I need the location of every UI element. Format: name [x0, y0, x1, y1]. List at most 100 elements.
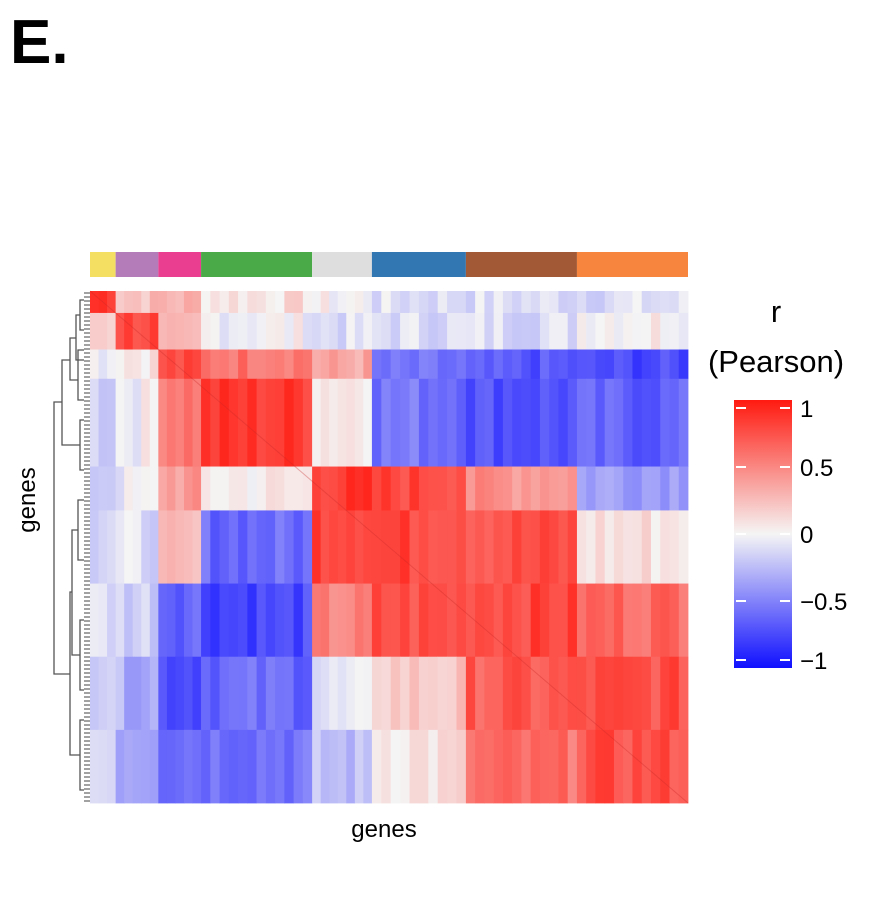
heatmap-cell — [576, 312, 587, 350]
heatmap-cell — [512, 291, 522, 314]
heatmap-cell — [418, 466, 429, 511]
heatmap-cell — [354, 291, 364, 314]
heatmap-cell — [409, 378, 420, 467]
heatmap-cell — [183, 349, 193, 380]
legend-tick-label: 1 — [800, 396, 813, 423]
heatmap-cell — [192, 349, 202, 380]
heatmap-cell — [149, 583, 159, 658]
heatmap-cell — [115, 349, 125, 380]
panel-label: E. — [10, 8, 69, 77]
heatmap-cell — [567, 466, 578, 511]
cluster-bar-segment-5 — [312, 252, 372, 277]
heatmap-cell — [166, 291, 176, 314]
heatmap-cell — [158, 729, 168, 804]
heatmap-cell — [166, 583, 176, 658]
heatmap-cell — [484, 378, 495, 467]
heatmap-cell — [632, 291, 643, 314]
heatmap-cell — [210, 510, 220, 584]
heatmap-cell — [192, 291, 202, 314]
heatmap-cell — [613, 656, 624, 731]
heatmap-cell — [539, 378, 550, 467]
heatmap-cell — [456, 312, 467, 350]
heatmap-cell — [329, 656, 339, 731]
heatmap-cell — [247, 466, 257, 511]
heatmap-cell — [456, 378, 467, 467]
heatmap-cell — [312, 583, 322, 658]
heatmap-cell — [632, 312, 643, 350]
heatmap-cell — [265, 312, 276, 350]
heatmap-cell — [390, 349, 401, 380]
heatmap-cell — [354, 510, 364, 584]
heatmap-cell — [302, 466, 313, 511]
heatmap-cell — [346, 466, 356, 511]
heatmap-cell — [238, 510, 248, 584]
heatmap-cell — [201, 349, 211, 380]
heatmap-cell — [641, 583, 652, 658]
heatmap-cell — [381, 583, 392, 658]
heatmap-cell — [428, 312, 439, 350]
heatmap-cell — [530, 729, 541, 804]
heatmap-cell — [512, 349, 522, 380]
heatmap-cell — [632, 510, 643, 584]
heatmap-cell — [346, 583, 356, 658]
heatmap-cell — [418, 729, 429, 804]
heatmap-cell — [586, 312, 596, 350]
heatmap-cell — [586, 349, 596, 380]
heatmap-cell — [567, 291, 578, 314]
heatmap-cell — [98, 312, 108, 350]
heatmap-cell — [567, 656, 578, 731]
heatmap-cell — [512, 729, 522, 804]
heatmap-cell — [183, 583, 193, 658]
heatmap-cell — [141, 729, 151, 804]
heatmap-cell — [238, 583, 248, 658]
heatmap-cell — [390, 291, 401, 314]
heatmap-cell — [183, 510, 193, 584]
heatmap-cell — [632, 656, 643, 731]
heatmap-cell — [175, 729, 185, 804]
heatmap-cell — [595, 312, 606, 350]
heatmap-cell — [312, 349, 322, 380]
heatmap-cell — [576, 378, 587, 467]
heatmap-cell — [660, 729, 670, 804]
heatmap-cell — [141, 466, 151, 511]
heatmap-cell — [678, 378, 689, 467]
heatmap-cell — [678, 349, 689, 380]
heatmap-cell — [576, 291, 587, 314]
heatmap-cell — [320, 466, 330, 511]
heatmap-cell — [192, 378, 202, 467]
heatmap-cell — [428, 291, 439, 314]
heatmap-cell — [512, 466, 522, 511]
heatmap-cell — [428, 729, 439, 804]
heatmap-cell — [141, 656, 151, 731]
heatmap-cell — [521, 656, 532, 731]
color-legend: r (Pearson) 1 0.5 0 −0.5 −1 — [708, 294, 847, 675]
heatmap-cell — [567, 583, 578, 658]
heatmap-cell — [256, 349, 267, 380]
heatmap-cell — [312, 466, 322, 511]
heatmap-cell — [107, 583, 117, 658]
heatmap-cell — [521, 466, 532, 511]
heatmap-cell — [586, 583, 596, 658]
heatmap-cell — [641, 291, 652, 314]
heatmap-cell — [595, 729, 606, 804]
heatmap-cell — [302, 378, 313, 467]
heatmap-cell — [219, 729, 230, 804]
dendrogram-branch — [69, 337, 78, 381]
heatmap-cell — [265, 583, 276, 658]
heatmap-cell — [228, 349, 239, 380]
heatmap-cell — [428, 349, 439, 380]
heatmap-cell — [107, 312, 117, 350]
heatmap-cell — [558, 291, 569, 314]
heatmap-cell — [576, 466, 587, 511]
heatmap-cell — [604, 510, 615, 584]
heatmap-cell — [465, 466, 476, 511]
heatmap-cell — [604, 583, 615, 658]
heatmap-cell — [256, 291, 267, 314]
heatmap-cell — [502, 510, 513, 584]
heatmap-cell — [400, 510, 410, 584]
heatmap-cell — [456, 291, 467, 314]
heatmap-cell — [320, 378, 330, 467]
heatmap-cell — [124, 378, 134, 467]
heatmap-cell — [90, 656, 99, 731]
